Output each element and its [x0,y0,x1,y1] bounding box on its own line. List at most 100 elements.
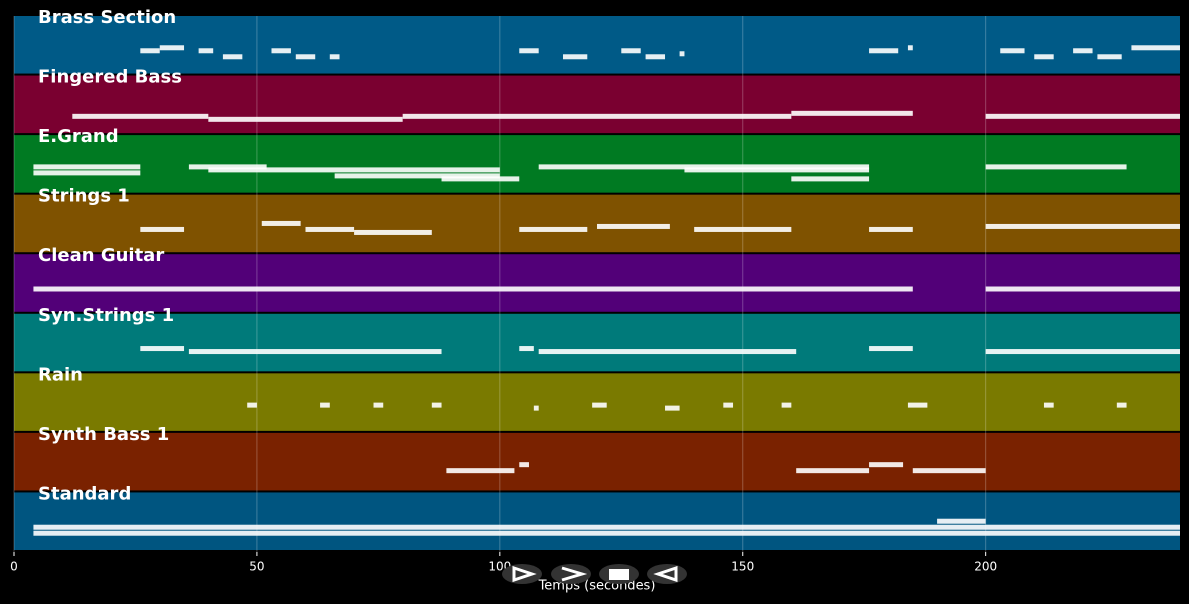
note [796,468,870,474]
track-name: Strings 1 [38,186,130,207]
note [985,164,1127,170]
track-name: Synth Bass 1 [38,424,169,445]
note [597,223,670,229]
note [1116,402,1127,408]
note [869,48,899,54]
back-button[interactable] [647,564,687,584]
note [985,286,1180,292]
note [140,226,185,232]
x-tick-label: 50 [249,560,264,574]
note [679,51,685,57]
note [907,402,928,408]
track-lane [14,75,1180,134]
track-name: Rain [38,364,83,385]
note [562,54,588,60]
note [159,45,185,51]
note [431,402,442,408]
note [441,176,520,182]
note [402,113,597,119]
note [791,176,870,182]
note [621,48,641,54]
note [645,54,666,60]
note [222,54,243,60]
note [519,346,534,352]
note [1000,48,1025,54]
note [723,402,734,408]
note [140,48,160,54]
note [1034,54,1054,60]
note [519,226,588,232]
note [188,164,267,170]
note [937,518,986,524]
note [320,402,330,408]
forward-button[interactable] [551,564,591,584]
note [33,530,1180,536]
track-name: Standard [38,483,131,504]
note [271,48,291,54]
note [538,349,797,355]
note [519,462,529,468]
track-lane [14,254,1180,312]
note [869,462,904,468]
note [295,54,316,60]
note [208,116,403,122]
play-button[interactable] [502,564,542,584]
note [592,402,607,408]
track-lane [14,432,1180,491]
note [1097,54,1122,60]
note [1043,402,1054,408]
note [533,405,539,411]
note [597,113,792,119]
track-name: E.Grand [38,126,119,147]
track-name: Syn.Strings 1 [38,305,174,326]
track-lane [14,135,1180,193]
note [694,226,792,232]
note [985,223,1180,229]
note [684,167,870,173]
note [869,346,913,352]
track-name: Clean Guitar [38,245,164,266]
track-lane [14,313,1180,372]
note [912,468,986,474]
track-lane [14,194,1180,253]
note [208,167,500,173]
note [33,524,1180,530]
track-lane [14,492,1180,550]
note [985,349,1180,355]
note [198,48,214,54]
track-lane [14,16,1180,74]
note [1073,48,1093,54]
note [665,405,680,411]
note [538,164,870,170]
note [869,226,913,232]
track-name: Fingered Bass [38,67,182,88]
note [519,48,539,54]
note [354,229,432,235]
note [305,226,355,232]
note [247,402,257,408]
track-lane [14,373,1180,431]
x-tick-label: 0 [10,560,18,574]
note [33,286,913,292]
note [781,402,792,408]
note [72,113,209,119]
note [329,54,340,60]
x-axis-label: Temps (secondes) [538,579,656,594]
note [33,164,141,170]
note [188,349,442,355]
note [261,220,301,226]
note [1131,45,1180,51]
x-tick-label: 150 [731,560,754,574]
note [140,346,185,352]
x-tick-label: 200 [974,560,997,574]
note [985,113,1180,119]
note [907,45,913,51]
note [446,468,515,474]
note [791,110,913,116]
note [334,173,500,179]
note [373,402,384,408]
note [33,170,141,176]
track-name: Brass Section [38,7,176,28]
stop-button[interactable] [599,564,639,584]
